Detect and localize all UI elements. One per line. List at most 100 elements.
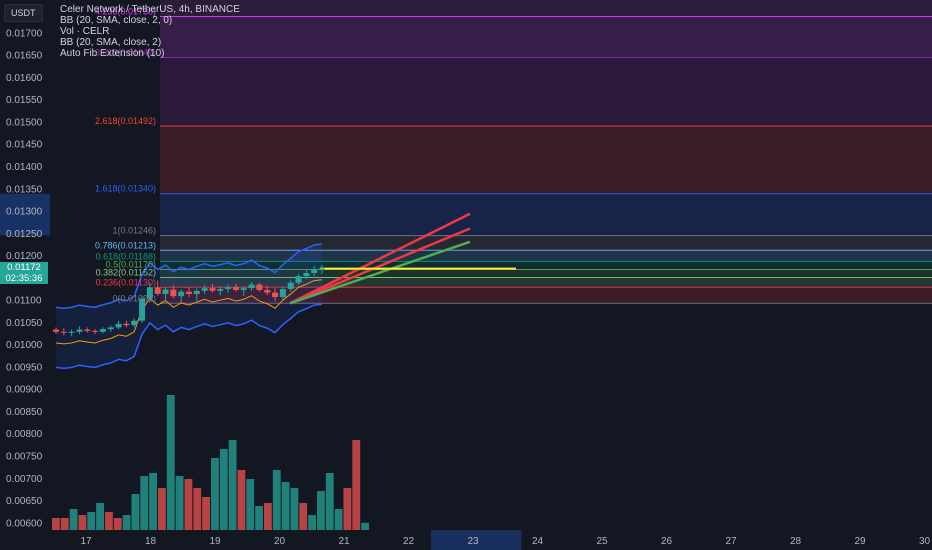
price-tick-6: 0.01400	[6, 162, 43, 173]
candle-8	[115, 323, 122, 328]
bb-upper	[55, 243, 323, 309]
time-tick-10: 27	[725, 536, 737, 547]
volume-bar-5	[96, 503, 104, 530]
volume-bar-27	[290, 488, 299, 530]
price-tick-3: 0.01550	[6, 95, 43, 106]
volume-bar-13	[166, 395, 175, 530]
candle-19	[201, 288, 208, 291]
candle-7	[107, 327, 114, 330]
volume-bar-11	[149, 473, 157, 530]
time-tick-12: 29	[854, 536, 866, 547]
projection-line-1	[289, 227, 471, 305]
fib-label-1: 3.618(0.01646)	[95, 47, 156, 57]
price-tick-13: 0.01050	[6, 318, 43, 329]
price-tick-10: 0.01200	[6, 251, 43, 262]
fib-zone-9	[160, 287, 932, 304]
projection-line-2	[289, 240, 471, 305]
candle-0	[53, 329, 59, 332]
volume-bar-33	[343, 488, 352, 530]
fib-zone-1	[160, 57, 932, 127]
volume-bar-8	[122, 515, 131, 530]
time-tick-13: 30	[919, 536, 931, 547]
fib-label-9: 0.236(0.01130)	[96, 277, 156, 287]
price-tick-1: 0.01650	[6, 51, 43, 62]
volume-bar-1	[60, 518, 69, 530]
volume-bar-10	[140, 476, 149, 530]
candle-2	[68, 331, 75, 333]
fib-label-0: 4.236(0.01738)	[95, 6, 156, 16]
time-tick-11: 28	[790, 536, 802, 547]
fib-zones	[160, 0, 932, 304]
volume-bar-6	[105, 512, 113, 530]
time-tick-3: 20	[274, 536, 286, 547]
fib-zone-7	[160, 269, 932, 278]
volume-bar-29	[308, 515, 316, 530]
volume-bar-28	[299, 503, 308, 530]
bollinger-band	[55, 243, 323, 370]
fib-zone-4	[160, 235, 932, 251]
price-tick-15: 0.00950	[6, 362, 43, 373]
price-tick-12: 0.01100	[6, 296, 42, 307]
price-tick-22: 0.00600	[6, 518, 43, 529]
volume-bar-26	[281, 482, 290, 530]
volume-bar-2	[69, 509, 78, 530]
volume-bar-22	[246, 479, 255, 530]
candle-32	[303, 273, 310, 277]
volume-bar-18	[211, 458, 219, 530]
fib-label-2: 2.618(0.01492)	[95, 116, 156, 126]
price-tick-14: 0.01000	[6, 340, 43, 351]
time-tick-7: 24	[532, 536, 544, 547]
fib-label-8: 0.382(0.01152)	[96, 267, 156, 277]
candle-27	[264, 289, 271, 293]
candle-21	[217, 289, 224, 291]
candle-29	[279, 289, 286, 298]
candle-6	[99, 329, 106, 332]
volume-bar-31	[325, 473, 334, 530]
volume-bars	[52, 395, 369, 530]
candle-5	[92, 330, 99, 332]
candle-9	[123, 323, 130, 326]
countdown: 02:35:36	[5, 273, 43, 284]
fib-label-5: 0.786(0.01213)	[95, 240, 156, 250]
fib-zone-top	[160, 0, 932, 17]
candle-31	[295, 276, 302, 283]
candle-30	[287, 282, 294, 290]
projection-line-0	[289, 212, 471, 305]
currency-box[interactable]: USDT	[4, 4, 43, 22]
price-tick-21: 0.00650	[6, 496, 43, 507]
candles	[53, 265, 325, 337]
time-tick-0: 17	[80, 536, 92, 547]
candle-16	[178, 291, 185, 297]
candle-4	[84, 329, 91, 331]
price-tick-18: 0.00800	[6, 429, 43, 440]
volume-bar-23	[255, 506, 263, 530]
candle-10	[131, 320, 138, 326]
price-tick-17: 0.00850	[6, 407, 43, 418]
candle-34	[319, 268, 325, 270]
price-tick-2: 0.01600	[6, 73, 43, 84]
price-tick-4: 0.01500	[6, 117, 43, 128]
projection-lines	[289, 212, 516, 305]
candle-28	[272, 292, 279, 298]
time-tick-4: 21	[338, 536, 350, 547]
price-tick-9: 0.01250	[6, 229, 43, 240]
axis-highlight	[0, 193, 50, 236]
price-tick-7: 0.01350	[6, 184, 43, 195]
volume-bar-17	[202, 497, 210, 530]
candle-25	[248, 284, 255, 289]
volume-bar-14	[175, 476, 184, 530]
time-axis[interactable]: 17 18 19 20 21 22 23 24 25 26 27 28 29 30	[50, 530, 932, 550]
volume-bar-9	[131, 494, 140, 530]
candle-33	[311, 269, 318, 274]
price-tick-8: 0.01300	[6, 207, 43, 218]
bb-lower	[55, 303, 323, 370]
volume-bar-25	[272, 470, 281, 530]
candle-15	[170, 289, 177, 297]
candle-17	[186, 291, 192, 294]
volume-bar-34	[352, 440, 361, 530]
price-tick-5: 0.01450	[6, 140, 43, 151]
candle-11	[139, 298, 146, 321]
bb-fill	[56, 244, 322, 369]
volume-bar-4	[87, 512, 96, 530]
